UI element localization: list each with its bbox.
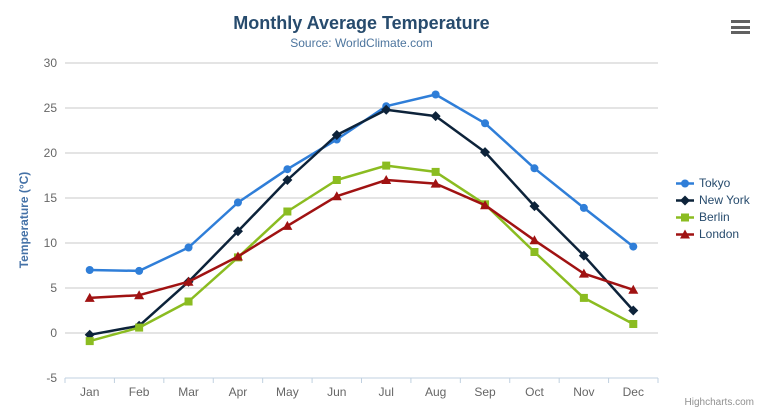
data-point-london[interactable] [183,276,194,286]
circle-legend-marker-icon [676,179,694,188]
data-point-new-york[interactable] [282,175,293,185]
credits-link[interactable]: Highcharts.com [684,397,754,408]
chart-title: Monthly Average Temperature [233,13,490,33]
xaxis-category-label: Sep [474,385,496,399]
data-point-new-york[interactable] [430,111,441,122]
xaxis-category-label: Apr [229,385,248,399]
legend-item-tokyo[interactable]: Tokyo [676,175,750,192]
data-point-tokyo[interactable] [629,242,638,251]
hamburger-menu-icon [731,31,750,34]
data-point-berlin[interactable] [184,297,193,306]
chart-subtitle: Source: WorldClimate.com [290,36,433,50]
xaxis-category-label: Dec [623,385,644,399]
legend-item-new-york[interactable]: New York [676,192,750,209]
yaxis-tick-label: 15 [44,191,58,205]
data-point-tokyo[interactable] [85,266,94,274]
data-point-new-york[interactable] [232,226,243,237]
data-point-london[interactable] [381,175,392,184]
diamond-legend-marker-icon [676,195,694,206]
data-point-tokyo[interactable] [233,198,242,207]
hamburger-menu-icon [731,25,750,29]
xaxis-category-label: Feb [129,385,150,399]
xaxis-category-label: Nov [573,385,594,399]
data-point-new-york[interactable] [331,130,342,140]
data-point-london[interactable] [282,220,293,230]
data-point-berlin[interactable] [629,320,638,328]
data-point-new-york[interactable] [529,201,540,212]
data-point-tokyo[interactable] [579,203,588,212]
xaxis-category-label: May [276,385,299,399]
data-point-tokyo[interactable] [481,119,490,128]
legend-label: Tokyo [699,176,731,190]
data-point-new-york[interactable] [628,305,639,316]
yaxis-tick-label: 30 [44,56,58,70]
data-point-london[interactable] [331,191,342,201]
series-line-london[interactable] [89,178,634,300]
yaxis-tick-label: 25 [44,101,58,115]
data-point-new-york[interactable] [480,147,491,158]
xaxis-category-label: Jan [80,385,99,399]
data-point-london[interactable] [232,251,243,261]
yaxis-tick-label: 10 [44,236,58,250]
data-point-london[interactable] [480,200,491,210]
data-point-berlin[interactable] [283,207,292,216]
data-point-new-york[interactable] [578,250,589,261]
data-point-tokyo[interactable] [135,266,144,275]
data-point-berlin[interactable] [382,161,391,170]
hamburger-menu-icon [731,20,750,23]
yaxis-tick-label: 20 [44,146,58,160]
data-point-london[interactable] [430,178,441,188]
data-point-tokyo[interactable] [530,164,539,173]
triangle-legend-marker-icon [676,229,694,239]
series-line-new-york[interactable] [89,108,635,337]
xaxis-category-label: Oct [525,385,544,399]
data-point-berlin[interactable] [431,167,440,176]
yaxis-tick-label: 5 [50,281,57,295]
legend-label: London [699,227,740,241]
series-new-york[interactable] [84,104,639,340]
xaxis-category-label: Mar [178,385,199,399]
legend-item-berlin[interactable]: Berlin [676,209,750,226]
legend-item-london[interactable]: London [676,226,750,243]
data-point-berlin[interactable] [530,248,539,256]
data-point-london[interactable] [529,235,540,245]
data-point-new-york[interactable] [381,104,392,115]
data-point-berlin[interactable] [135,323,144,332]
export-menu-button[interactable] [731,20,750,34]
data-point-tokyo[interactable] [184,243,193,252]
data-point-tokyo[interactable] [283,165,292,174]
legend: Tokyo New York Berlin London [676,175,750,243]
square-legend-marker-icon [676,213,694,222]
series-tokyo[interactable] [85,90,638,275]
legend-label: Berlin [699,210,730,224]
yaxis-tick-label: 0 [50,326,57,340]
data-point-tokyo[interactable] [431,90,440,99]
xaxis-category-label: Jul [379,385,394,399]
data-point-berlin[interactable] [579,293,588,302]
series-line-tokyo[interactable] [89,93,635,273]
data-point-london[interactable] [578,268,589,278]
series-line-berlin[interactable] [89,164,634,343]
data-point-berlin[interactable] [332,176,341,184]
xaxis-category-label: Jun [327,385,346,399]
xaxis-category-label: Aug [425,385,446,399]
series-london[interactable] [84,175,639,302]
data-point-london[interactable] [84,292,95,302]
data-point-berlin[interactable] [85,337,94,346]
legend-label: New York [699,193,750,207]
yaxis-title: Temperature (°C) [17,171,31,269]
data-point-london[interactable] [134,290,145,300]
data-point-london[interactable] [628,284,639,294]
yaxis-tick-label: -5 [46,371,57,385]
